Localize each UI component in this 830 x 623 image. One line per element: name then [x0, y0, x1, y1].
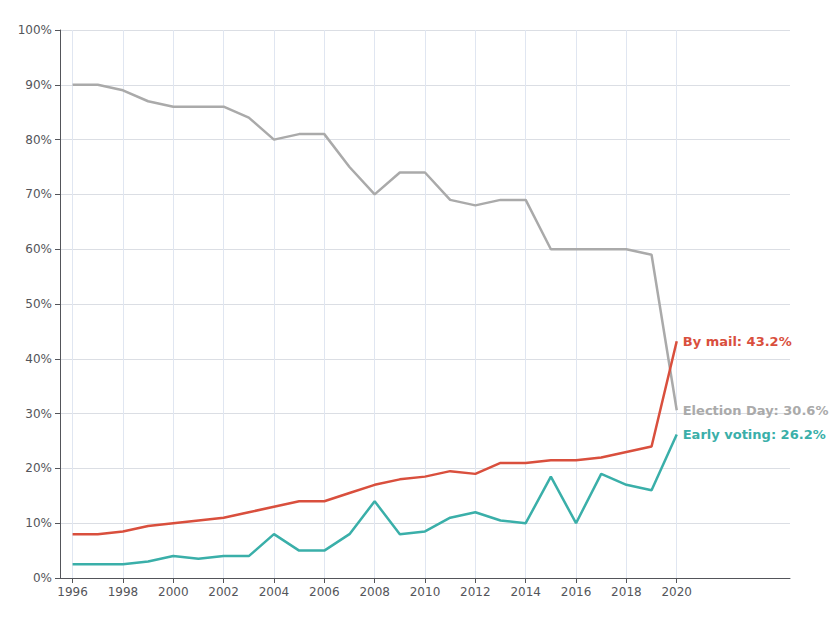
svg-text:2018: 2018: [611, 585, 642, 599]
svg-text:0%: 0%: [33, 571, 52, 585]
svg-text:10%: 10%: [25, 516, 52, 530]
svg-text:90%: 90%: [25, 78, 52, 92]
svg-text:2002: 2002: [208, 585, 239, 599]
svg-text:2014: 2014: [510, 585, 541, 599]
svg-text:2010: 2010: [410, 585, 441, 599]
svg-text:2008: 2008: [359, 585, 390, 599]
svg-text:Early voting: 26.2%: Early voting: 26.2%: [683, 427, 826, 442]
svg-text:80%: 80%: [25, 133, 52, 147]
svg-text:2012: 2012: [460, 585, 491, 599]
svg-text:100%: 100%: [18, 23, 52, 37]
svg-text:2000: 2000: [158, 585, 189, 599]
svg-text:40%: 40%: [25, 352, 52, 366]
svg-text:30%: 30%: [25, 407, 52, 421]
svg-text:2006: 2006: [309, 585, 340, 599]
svg-text:60%: 60%: [25, 242, 52, 256]
svg-text:Election Day: 30.6%: Election Day: 30.6%: [683, 403, 829, 418]
svg-text:2020: 2020: [661, 585, 692, 599]
svg-text:By mail: 43.2%: By mail: 43.2%: [683, 334, 792, 349]
svg-text:50%: 50%: [25, 297, 52, 311]
svg-text:20%: 20%: [25, 461, 52, 475]
svg-text:70%: 70%: [25, 187, 52, 201]
svg-text:1998: 1998: [108, 585, 139, 599]
svg-text:2016: 2016: [561, 585, 592, 599]
svg-text:2004: 2004: [259, 585, 290, 599]
svg-text:1996: 1996: [57, 585, 88, 599]
